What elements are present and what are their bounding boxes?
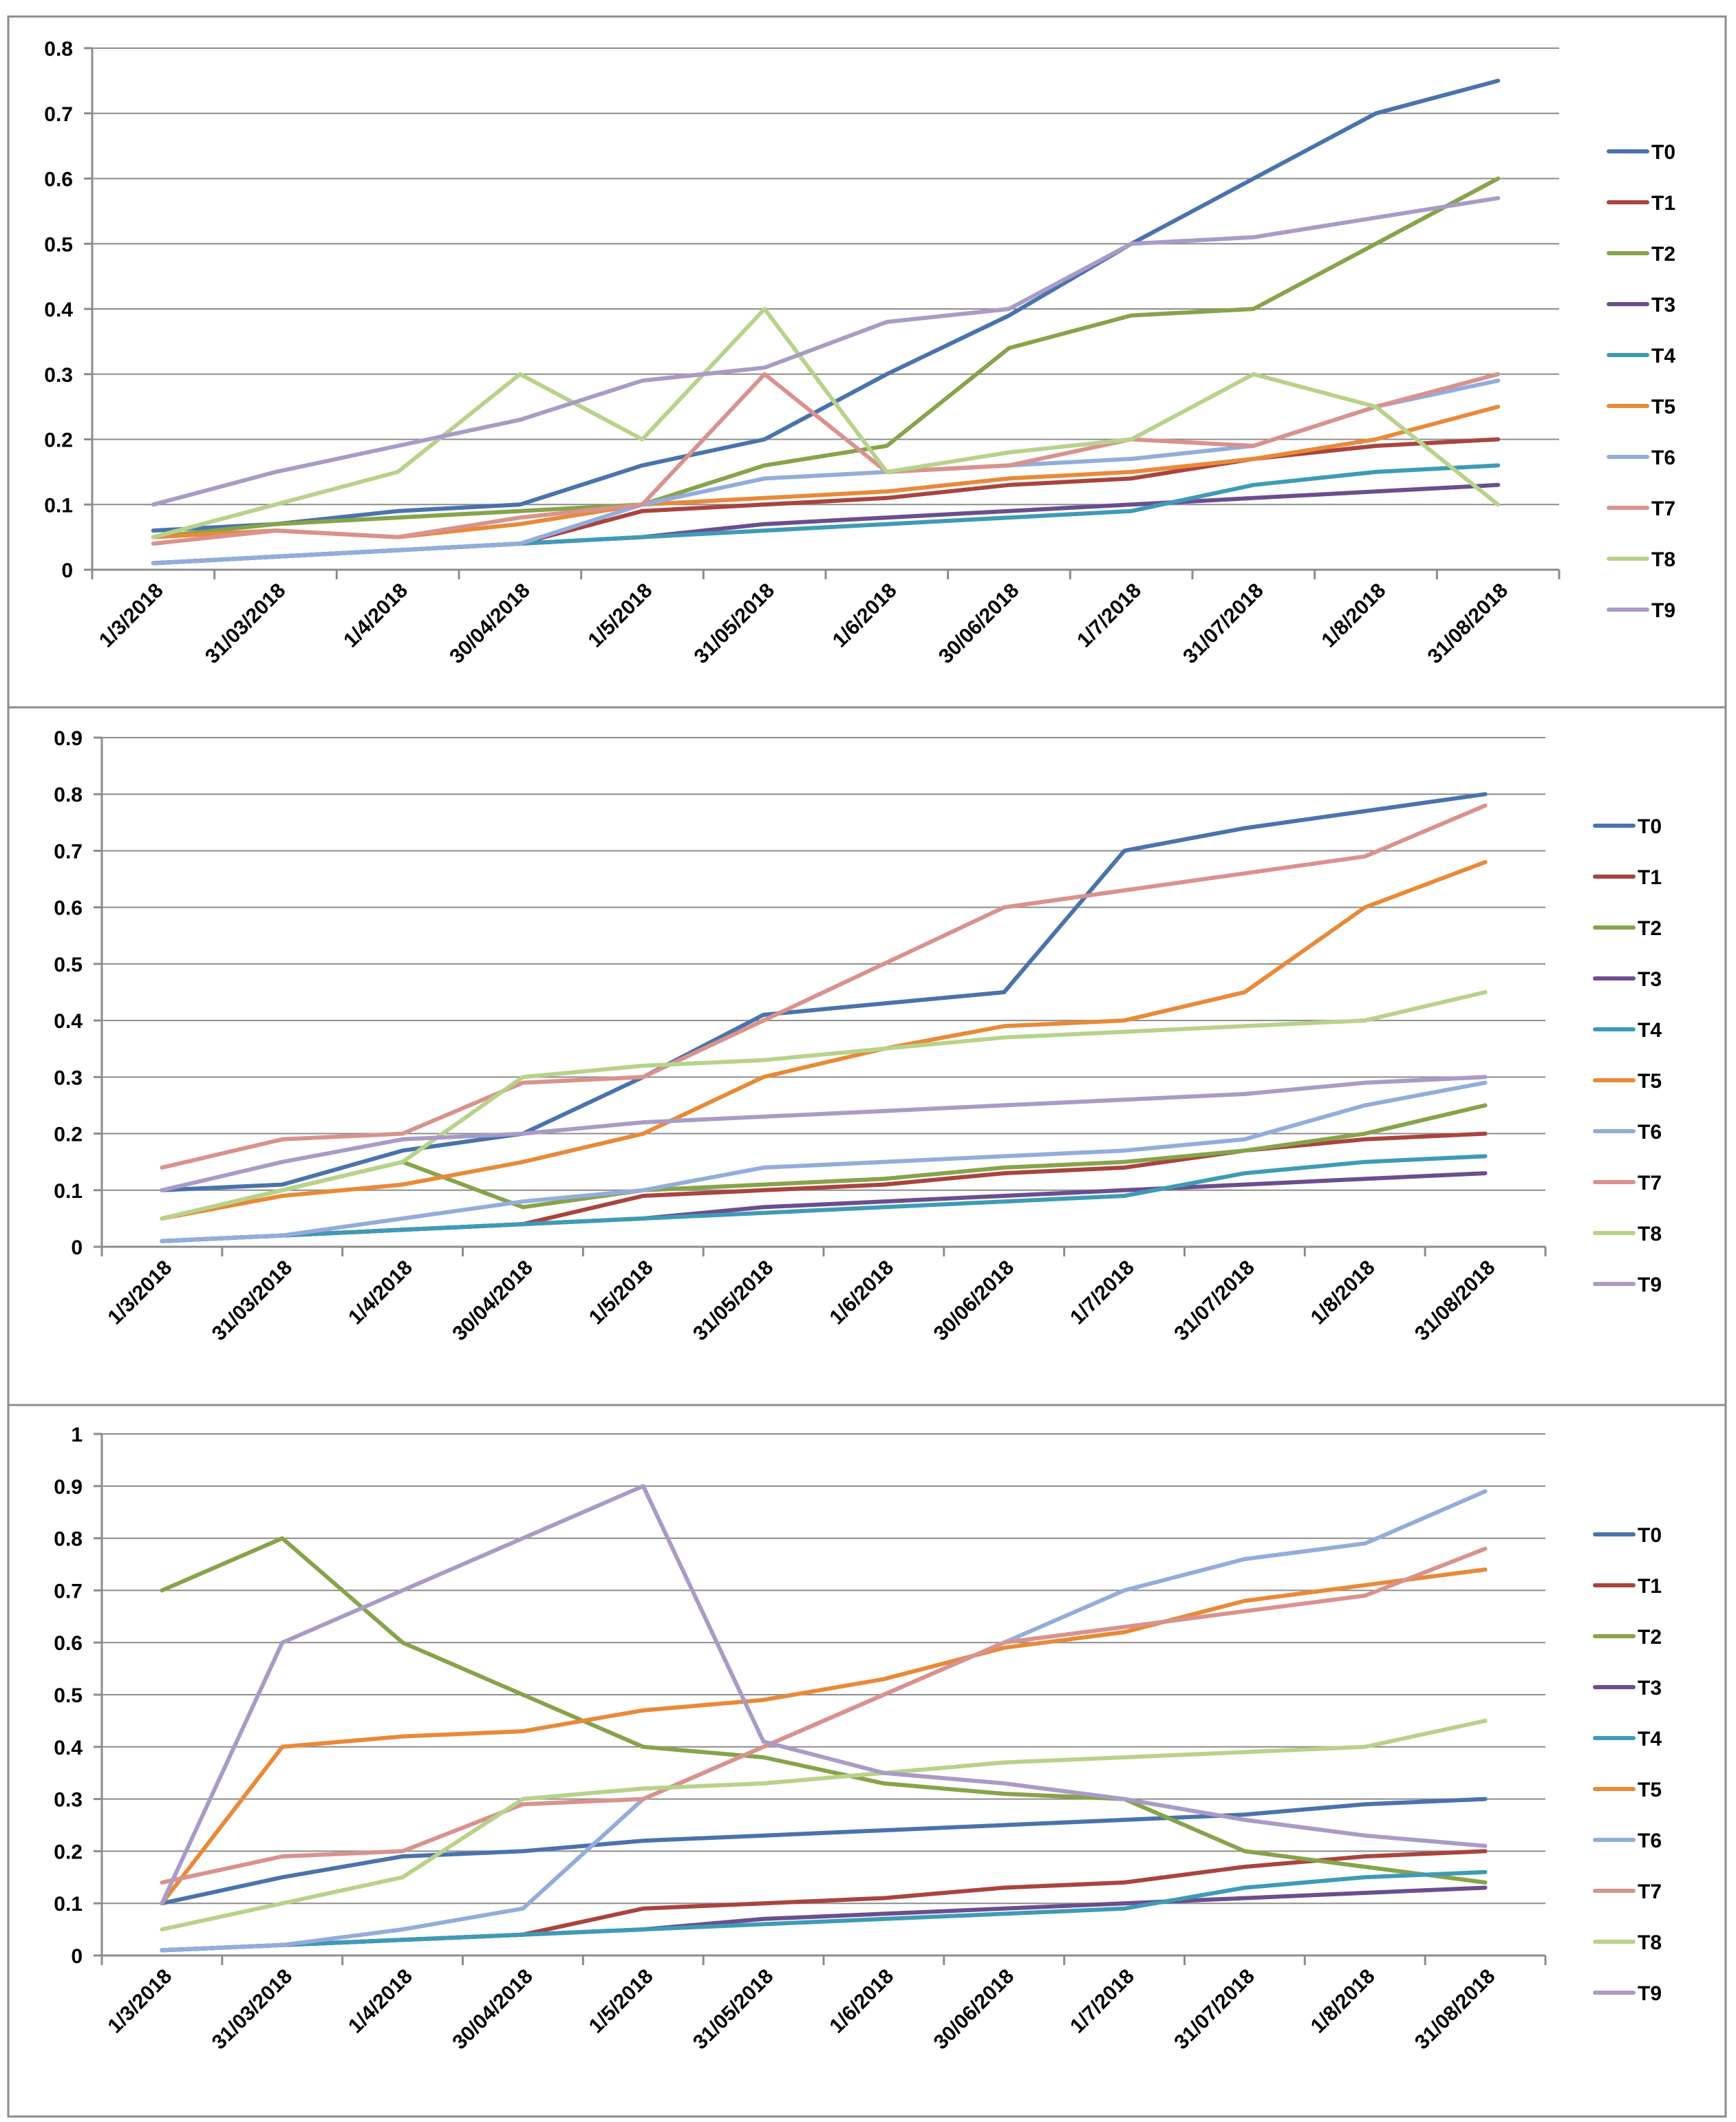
legend-label-t2: T2 [1651, 243, 1675, 266]
series-line-t8 [160, 1718, 1488, 1932]
series-line-t0 [160, 1797, 1488, 1906]
legend-label-t5: T5 [1638, 1779, 1662, 1801]
legend-label-t2: T2 [1638, 1626, 1662, 1649]
legend-label-t9: T9 [1638, 1982, 1662, 2005]
legend-label-t1: T1 [1651, 192, 1675, 215]
legend-label-t7: T7 [1651, 497, 1675, 520]
series-line-t9 [160, 1483, 1488, 1906]
legend-label-t7: T7 [1638, 1880, 1662, 1903]
series-line-t9 [160, 1075, 1488, 1192]
y-tick-label: 0 [61, 559, 73, 582]
series-line-t4 [160, 1154, 1488, 1243]
y-tick-label: 0.1 [54, 1180, 83, 1203]
y-tick-label: 1 [71, 1424, 83, 1446]
legend-label-t3: T3 [1651, 294, 1675, 317]
legend-label-t6: T6 [1638, 1830, 1662, 1852]
y-tick-label: 0.6 [44, 169, 73, 191]
chart-panel-3: 00.10.20.30.40.50.60.70.80.911/3/2018 31/… [7, 1404, 1727, 2118]
y-tick-label: 0.8 [54, 1528, 83, 1551]
legend-label-t3: T3 [1638, 968, 1662, 991]
series-line-t7 [160, 1546, 1488, 1885]
y-tick-label: 0.5 [54, 1684, 83, 1707]
series-line-t8 [151, 307, 1501, 539]
y-tick-label: 0.7 [54, 840, 83, 863]
legend-label-t4: T4 [1638, 1019, 1662, 1042]
legend-label-t5: T5 [1638, 1070, 1662, 1093]
legend-label-t7: T7 [1638, 1172, 1662, 1194]
y-tick-label: 0.1 [44, 494, 73, 517]
legend-label-t9: T9 [1651, 599, 1675, 622]
y-tick-label: 0.6 [54, 897, 83, 920]
y-tick-label: 0.5 [54, 954, 83, 976]
chart-frame [7, 15, 1727, 709]
legend-label-t3: T3 [1638, 1677, 1662, 1700]
series-line-t8 [160, 990, 1488, 1221]
series-line-t5 [160, 859, 1488, 1221]
y-tick-label: 0.1 [54, 1893, 83, 1916]
legend-label-t6: T6 [1651, 447, 1675, 469]
y-tick-label: 0.3 [54, 1789, 83, 1812]
y-tick-label: 0.4 [44, 299, 73, 321]
chart-panel-1: 00.10.20.30.40.50.60.70.81/3/2018 31/03/2… [7, 15, 1727, 709]
legend-label-t8: T8 [1638, 1223, 1662, 1245]
legend-label-t0: T0 [1638, 1524, 1662, 1547]
legend-label-t2: T2 [1638, 917, 1662, 940]
series-line-t5 [160, 1567, 1488, 1906]
y-tick-label: 0.9 [54, 1476, 83, 1499]
series-line-t7 [160, 803, 1488, 1170]
series-line-t9 [151, 195, 1501, 507]
legend-label-t0: T0 [1638, 815, 1662, 838]
legend-label-t4: T4 [1638, 1728, 1662, 1750]
y-tick-label: 0.7 [54, 1580, 83, 1603]
legend-label-t6: T6 [1638, 1121, 1662, 1144]
y-tick-label: 0.2 [54, 1841, 83, 1863]
series-line-t4 [160, 1869, 1488, 1953]
y-tick-label: 0.8 [44, 38, 73, 61]
series-line-t6 [160, 1080, 1488, 1243]
chart-frame [7, 1404, 1727, 2118]
y-tick-label: 0.2 [44, 429, 73, 452]
y-tick-label: 0.8 [54, 784, 83, 806]
y-tick-label: 0.3 [54, 1067, 83, 1089]
y-tick-label: 0 [71, 1945, 83, 1968]
legend-label-t5: T5 [1651, 396, 1675, 418]
y-tick-label: 0.5 [44, 233, 73, 256]
y-tick-label: 0 [71, 1236, 83, 1259]
legend-label-t1: T1 [1638, 1575, 1662, 1598]
legend-label-t8: T8 [1638, 1931, 1662, 1954]
y-tick-label: 0.4 [54, 1010, 83, 1033]
series-line-t2 [160, 1536, 1488, 1885]
series-line-t0 [160, 792, 1488, 1192]
legend-label-t0: T0 [1651, 141, 1675, 164]
y-tick-label: 0.9 [54, 727, 83, 750]
y-tick-label: 0.3 [44, 364, 73, 387]
legend-label-t4: T4 [1651, 345, 1675, 367]
y-tick-label: 0.7 [44, 103, 73, 126]
legend-label-t1: T1 [1638, 866, 1662, 889]
series-line-t0 [151, 78, 1501, 533]
y-tick-label: 0.6 [54, 1632, 83, 1655]
chart-panel-2: 00.10.20.30.40.50.60.70.80.91/3/2018 31/0… [7, 706, 1727, 1406]
series-line-t7 [151, 372, 1501, 546]
y-tick-label: 0.4 [54, 1737, 83, 1759]
series-line-t2 [151, 176, 1501, 539]
legend-label-t8: T8 [1651, 548, 1675, 571]
legend-label-t9: T9 [1638, 1274, 1662, 1296]
y-tick-label: 0.2 [54, 1124, 83, 1146]
